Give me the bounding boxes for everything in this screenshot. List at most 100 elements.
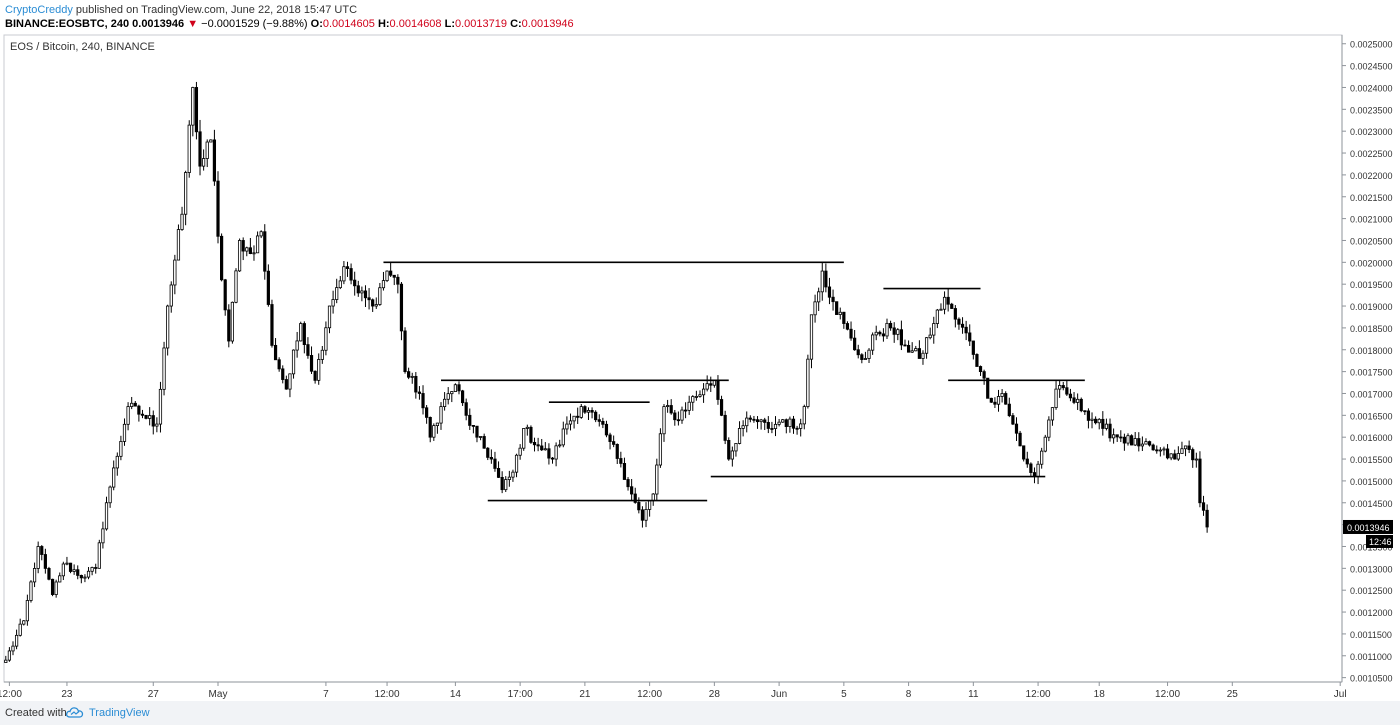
candle-body	[471, 425, 475, 427]
chart-area[interactable]: EOS / Bitcoin, 240, BINANCE 0.0010500 0.0…	[0, 34, 1400, 701]
candle-body	[701, 388, 706, 396]
candle-body	[504, 479, 508, 491]
candle-body	[115, 455, 119, 469]
candle-body	[1137, 438, 1141, 447]
candle-body	[248, 247, 252, 254]
candle-body	[558, 444, 562, 447]
candle-body	[993, 401, 997, 405]
candle-body	[691, 396, 695, 403]
candle-body	[755, 419, 760, 423]
candle-body	[338, 280, 342, 289]
candle-body	[97, 542, 101, 569]
candle-body	[367, 297, 371, 301]
candle-body	[309, 355, 314, 372]
candle-body	[597, 419, 601, 422]
price-tick-label: 0.0020500	[1350, 236, 1393, 246]
candle-body	[86, 570, 91, 578]
candle-body	[669, 405, 673, 414]
candle-body	[4, 659, 8, 663]
candle-body	[22, 620, 26, 625]
close-label: C:	[510, 18, 522, 30]
candle-body	[626, 479, 630, 488]
candle-body	[766, 422, 770, 429]
candle-body	[532, 441, 537, 446]
price-tick-label: 0.0014500	[1350, 499, 1393, 509]
candle-body	[1101, 418, 1105, 429]
candle-body	[1022, 445, 1026, 460]
candle-body	[687, 401, 691, 411]
candle-body	[525, 426, 529, 429]
candle-body	[878, 331, 882, 335]
last-price-tag-label: 0.0013946	[1347, 523, 1390, 533]
tradingview-brand-link[interactable]: TradingView	[89, 707, 150, 719]
candle-body	[1165, 448, 1170, 459]
candle-body	[1187, 445, 1191, 450]
candle-body	[187, 124, 191, 173]
candle-body	[975, 354, 979, 367]
candle-body	[65, 562, 69, 565]
price-axis[interactable]: 0.0010500 0.0011000 0.0011500 0.0012000 0.00…	[1342, 40, 1393, 684]
time-tick-label: 23	[61, 689, 73, 700]
candle-body	[1162, 448, 1166, 451]
candle-body	[817, 291, 821, 303]
candle-body	[482, 436, 486, 449]
countdown-label: 12:46	[1369, 537, 1392, 547]
candle-body	[43, 554, 47, 569]
candlestick-chart[interactable]: EOS / Bitcoin, 240, BINANCE 0.00105000.0…	[0, 34, 1400, 701]
candle-body	[874, 331, 878, 336]
candle-body	[612, 441, 616, 445]
candle-body	[1180, 448, 1184, 454]
time-tick-label: 28	[709, 689, 721, 700]
candle-body	[36, 546, 40, 569]
high-label: H:	[377, 18, 390, 30]
author-link[interactable]: CryptoCreddy	[5, 4, 73, 16]
published-text: published on TradingView.com, June 22, 2…	[75, 4, 358, 16]
candle-body	[831, 296, 835, 303]
candle-body	[924, 337, 929, 354]
candle-body	[1097, 418, 1101, 424]
candle-body	[932, 323, 936, 336]
candle-body	[403, 330, 407, 373]
chart-title: EOS / Bitcoin, 240, BINANCE	[10, 41, 155, 53]
candle-body	[119, 441, 123, 457]
candle-body	[953, 308, 957, 320]
candle-body	[295, 340, 299, 351]
candle-body	[770, 428, 774, 430]
time-axis[interactable]: 12:00 23 27 May 7 12:00 14 17:00 21 12:00 28 Jun 5 8 1…	[0, 682, 1347, 700]
candle-body	[788, 418, 792, 427]
candle-body	[630, 486, 634, 495]
candle-body	[25, 600, 29, 622]
time-tick-label: 7	[323, 689, 329, 700]
footer: Created with TradingView	[0, 701, 1400, 725]
candle-body	[446, 393, 450, 400]
candle-body	[1065, 387, 1069, 395]
candle-body	[1061, 385, 1065, 389]
candle-body	[1104, 423, 1109, 429]
plot-border	[3, 34, 1343, 683]
time-tick-label: 12:00	[375, 689, 400, 700]
candle-body	[1151, 444, 1155, 451]
time-tick-label: 12:00	[0, 689, 22, 700]
candle-body	[331, 299, 335, 307]
candle-body	[1194, 458, 1198, 461]
candle-body	[673, 412, 677, 421]
candle-body	[917, 348, 921, 359]
candle-body	[245, 247, 249, 252]
tradingview-cloud-icon[interactable]	[66, 706, 84, 718]
candle-body	[978, 366, 983, 373]
candle-body	[216, 180, 220, 237]
candle-body	[1155, 449, 1159, 452]
candle-body	[252, 252, 256, 255]
candle-body	[1076, 398, 1080, 403]
candle-body	[478, 436, 483, 438]
candle-body	[237, 240, 242, 272]
candle-body	[637, 502, 641, 511]
candle-body	[716, 379, 720, 400]
candle-body	[759, 419, 763, 423]
candle-body	[443, 398, 447, 407]
candle-body	[640, 509, 645, 521]
price-tick-label: 0.0011000	[1350, 652, 1392, 662]
candle-body	[540, 445, 544, 451]
candle-body	[486, 447, 490, 458]
candle-body	[407, 371, 411, 378]
